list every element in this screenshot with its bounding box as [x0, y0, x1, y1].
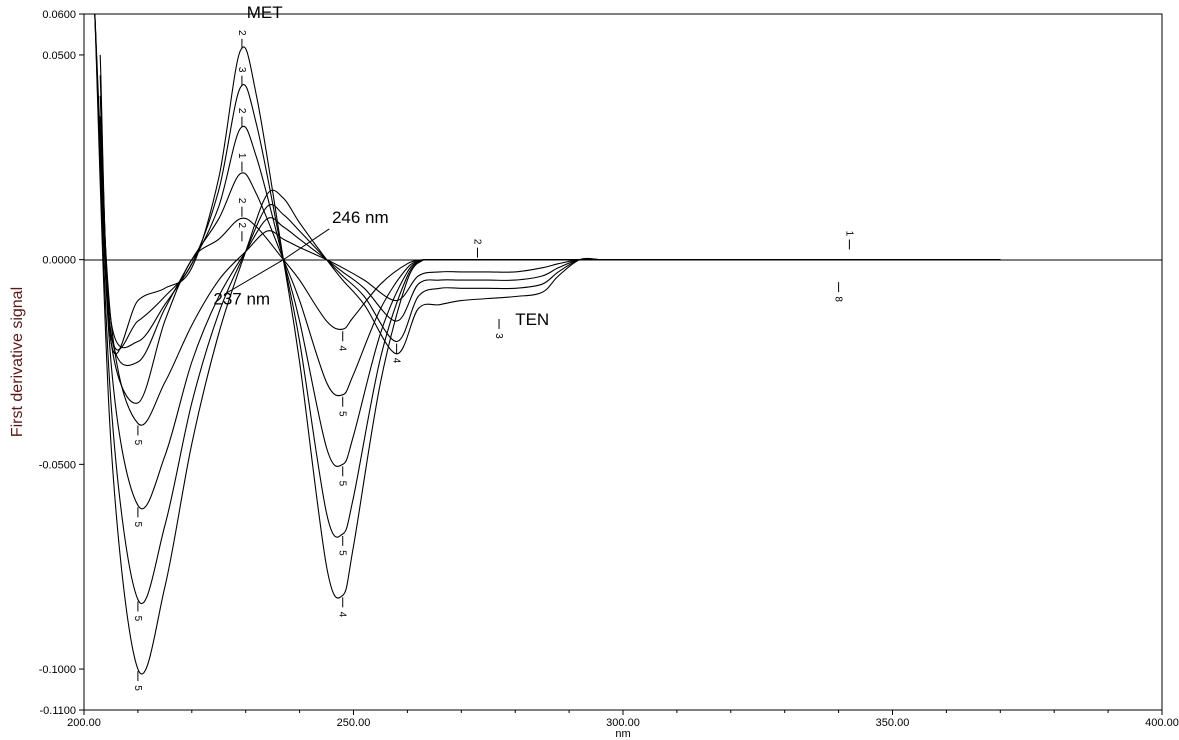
peak-marker-label: 5	[132, 685, 143, 691]
series-line-2	[99, 75, 1001, 538]
y-axis-label: First derivative signal	[9, 287, 26, 437]
annotation-label: 237 nm	[213, 290, 270, 309]
series-line-4	[99, 116, 1001, 397]
y-tick-label: -0.0500	[39, 459, 76, 471]
peak-marker-label: 2	[236, 108, 247, 114]
peak-marker-label: 2	[236, 198, 247, 204]
peak-marker-label: 2	[471, 239, 482, 245]
y-tick-label: -0.1000	[39, 664, 76, 676]
peak-marker-label: 2	[236, 222, 247, 228]
peak-marker-label: 4	[337, 345, 348, 351]
peak-marker-label: 2	[236, 30, 247, 36]
annotation-label: MET	[247, 3, 283, 22]
x-tick-label: 300.00	[606, 717, 640, 729]
series-line-1	[99, 46, 1001, 599]
annotation-label: TEN	[515, 310, 549, 329]
x-tick-label: 200.00	[67, 717, 101, 729]
peak-marker-label: 5	[337, 481, 348, 487]
annotation-pointer	[283, 228, 330, 261]
series-line-9	[94, 14, 1001, 675]
peak-marker-label: 1	[843, 231, 854, 237]
x-tick-label: 400.00	[1145, 717, 1179, 729]
series-line-7	[94, 14, 1001, 510]
plot-frame	[83, 13, 1163, 711]
y-tick-label: 0.0600	[42, 9, 76, 21]
x-axis-label: nm	[615, 728, 630, 740]
peak-marker-label: 3	[493, 333, 504, 339]
y-tick-label: 0.0000	[42, 255, 76, 267]
x-tick-label: 250.00	[337, 717, 371, 729]
series-line-6	[94, 14, 1001, 426]
annotation-pointer	[223, 259, 284, 295]
series-line-5	[99, 136, 1001, 404]
peak-marker-label: 1	[236, 153, 247, 159]
x-tick-label: 350.00	[876, 717, 910, 729]
peak-marker-label: 8	[833, 296, 844, 302]
peak-marker-label: 5	[132, 440, 143, 446]
y-tick-label: -0.1100	[40, 705, 77, 717]
peak-marker-label: 5	[337, 550, 348, 556]
peak-marker-label: 5	[132, 616, 143, 622]
peak-marker-label: 5	[132, 522, 143, 528]
series-line-3	[99, 95, 1001, 467]
peak-marker-label: 4	[391, 358, 402, 364]
peak-marker-label: 3	[236, 67, 247, 73]
y-tick-label: 0.0500	[42, 50, 76, 62]
annotation-label: 246 nm	[332, 208, 389, 227]
peak-marker-label: 5	[337, 411, 348, 417]
peak-marker-label: 4	[337, 612, 348, 618]
